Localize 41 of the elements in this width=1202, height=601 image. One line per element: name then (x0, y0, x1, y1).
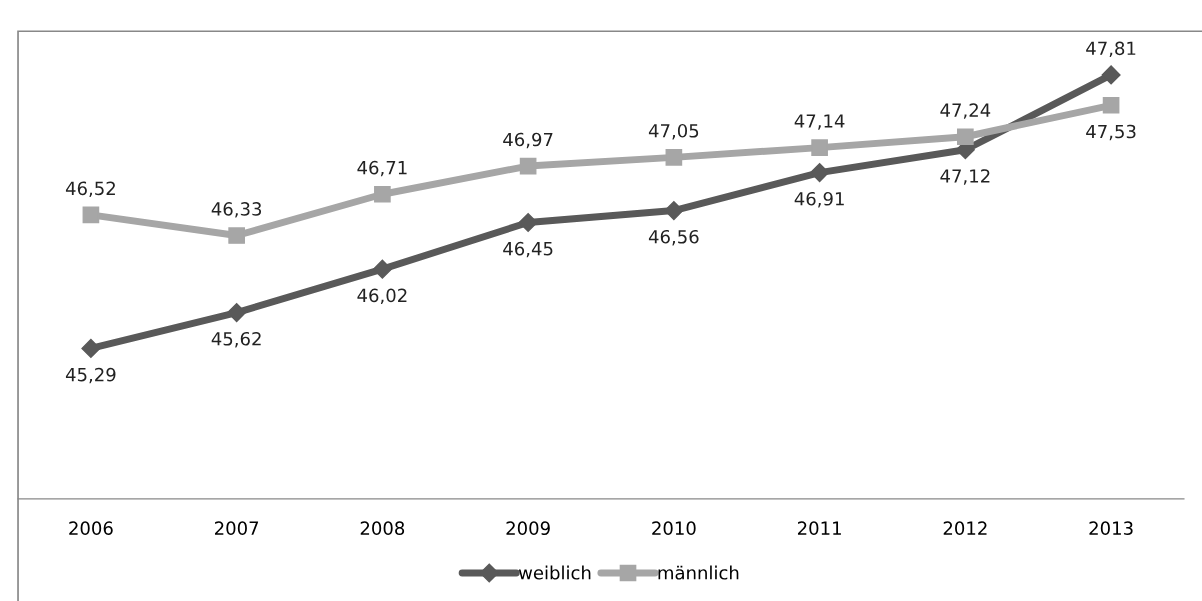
point (228, 227, 245, 244)
data-label: 45,62 (211, 331, 261, 348)
point (374, 185, 391, 203)
data-label: 45,29 (65, 367, 116, 384)
point (1102, 96, 1120, 114)
point (227, 303, 247, 323)
data-label: 47,14 (794, 114, 845, 130)
data-label: 47,12 (940, 169, 990, 185)
point (81, 338, 101, 358)
data-label: 46,71 (357, 160, 407, 177)
x-tick-label: 2007 (214, 521, 259, 536)
data-label: 46,56 (648, 229, 699, 246)
x-tick-label: 2006 (69, 521, 113, 536)
x-tick-label: 2010 (652, 521, 696, 536)
data-label: 47,24 (940, 103, 991, 119)
data-label: 46,97 (503, 132, 553, 149)
x-tick-label: 2013 (1089, 521, 1133, 536)
x-tick-label: 2011 (797, 521, 841, 536)
data-label: 47,53 (1086, 124, 1136, 141)
data-label: 47,05 (648, 123, 699, 140)
point (811, 139, 828, 156)
point (957, 128, 974, 146)
data-label: 46,91 (794, 191, 844, 208)
data-label: 46,33 (211, 202, 262, 218)
x-tick-label: 2009 (506, 521, 550, 536)
data-label: 46,02 (357, 288, 407, 305)
data-label: 46,45 (503, 241, 553, 258)
data-label: 47,81 (1086, 41, 1136, 57)
point (664, 201, 684, 221)
legend-label: männlich (658, 565, 739, 580)
x-tick-label: 2012 (943, 521, 987, 536)
point (372, 259, 392, 279)
point (1101, 65, 1121, 85)
point (82, 206, 100, 224)
point (518, 212, 538, 233)
x-tick-label: 2008 (360, 521, 405, 536)
point (810, 163, 830, 183)
data-label: 46,52 (65, 181, 115, 197)
point (519, 157, 537, 175)
point (665, 149, 683, 166)
legend-label: weiblich (518, 565, 591, 580)
